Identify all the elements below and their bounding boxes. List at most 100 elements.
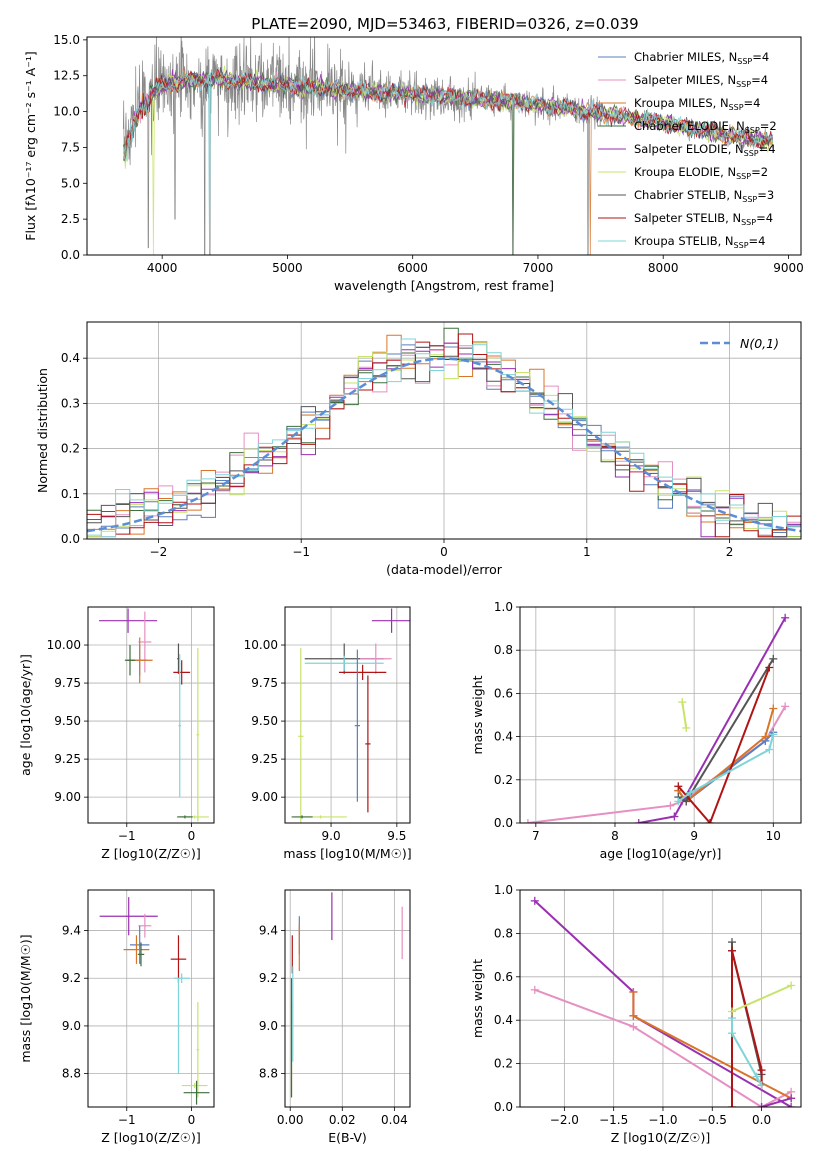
legend-count: =4 bbox=[756, 211, 773, 225]
axes-frame bbox=[284, 606, 411, 824]
point-chabrier-elodie bbox=[291, 815, 313, 819]
weight-marker bbox=[727, 946, 736, 955]
weight-marker bbox=[727, 938, 736, 947]
plot-area-age-z bbox=[98, 608, 209, 822]
axes-frame bbox=[87, 889, 215, 1108]
point-salpeter-elodie bbox=[99, 897, 158, 936]
legend-count: =2 bbox=[760, 119, 777, 133]
point-chabrier-elodie bbox=[177, 815, 193, 819]
point-salpeter-stelib bbox=[338, 664, 387, 681]
y-tick-label: 9.2 bbox=[62, 971, 81, 985]
plot-area-mass-z bbox=[99, 897, 210, 1105]
plot-area-spectrum bbox=[122, 37, 774, 255]
y-tick-label: 0.3 bbox=[61, 396, 80, 410]
point-chabrier-elodie bbox=[124, 645, 136, 676]
y-tick-label: 8.8 bbox=[259, 1067, 278, 1081]
weight-marker bbox=[727, 1103, 736, 1107]
point-salpeter-stelib bbox=[170, 935, 187, 983]
weight-line-0 bbox=[527, 705, 787, 823]
weight-line-4 bbox=[731, 950, 763, 1107]
y-tick-label: 9.0 bbox=[259, 1019, 278, 1033]
x-tick-label: 7000 bbox=[523, 261, 554, 275]
weight-marker bbox=[752, 1072, 761, 1081]
y-tick-label: 9.4 bbox=[62, 924, 81, 938]
x-tick-label: −1 bbox=[118, 829, 136, 843]
y-tick-label: 9.00 bbox=[251, 790, 278, 804]
legend-count: =4 bbox=[752, 50, 769, 64]
x-tick-label: −2 bbox=[150, 545, 168, 559]
x-tick-label: 5000 bbox=[272, 261, 303, 275]
weight-line-1 bbox=[534, 988, 792, 1107]
axes-frame bbox=[86, 36, 802, 256]
x-axis-label: mass [log10(M/M☉)] bbox=[283, 846, 411, 861]
y-tick-label: 0.1 bbox=[61, 487, 80, 501]
point-salpeter-miles bbox=[360, 643, 392, 674]
x-axis-label: age [log10(age/yr)] bbox=[600, 846, 722, 861]
y-tick-label: 0.4 bbox=[61, 351, 80, 365]
y-tick-label: 9.4 bbox=[259, 924, 278, 938]
plot-area-age-mass bbox=[291, 608, 410, 823]
axes-frame bbox=[284, 889, 411, 1108]
y-tick-label: 9.25 bbox=[54, 752, 81, 766]
x-tick-label: 0.00 bbox=[277, 1113, 304, 1127]
y-tick-label: 0.2 bbox=[494, 773, 513, 787]
y-tick-label: 10.0 bbox=[53, 105, 80, 119]
point-salpeter-stelib bbox=[365, 675, 371, 813]
point-chabrier-elodie bbox=[137, 942, 145, 967]
weight-line-5 bbox=[731, 1018, 763, 1086]
legend-count: =4 bbox=[759, 142, 776, 156]
weight-marker bbox=[757, 1103, 766, 1107]
weight-marker bbox=[674, 782, 683, 791]
weight-marker bbox=[787, 1103, 796, 1107]
y-tick-label: 0.2 bbox=[61, 442, 80, 456]
legend-entry: N(0,1) bbox=[740, 336, 779, 351]
point-salpeter-stelib bbox=[173, 660, 191, 685]
axes-frame bbox=[519, 606, 802, 824]
y-axis-label: Flux [fλ10⁻¹⁷ erg cm⁻² s⁻¹ A⁻¹] bbox=[23, 51, 38, 240]
y-tick-label: 0.4 bbox=[494, 730, 513, 744]
spectrum-model-line-8 bbox=[122, 70, 774, 255]
weight-marker bbox=[761, 732, 770, 741]
y-tick-label: 0.0 bbox=[61, 532, 80, 546]
weight-marker bbox=[705, 819, 714, 823]
x-tick-label: 8000 bbox=[648, 261, 679, 275]
weight-marker bbox=[530, 896, 539, 905]
legend-count: =4 bbox=[751, 73, 768, 87]
weight-line-2 bbox=[677, 708, 775, 803]
legend-subscript: SSP bbox=[736, 172, 751, 181]
y-tick-label: 8.8 bbox=[62, 1067, 81, 1081]
y-tick-label: 0.8 bbox=[494, 643, 513, 657]
plot-area-weight-age bbox=[523, 613, 790, 823]
x-axis-label: Z [log10(Z/Z☉)] bbox=[101, 1130, 201, 1145]
x-tick-label: 6000 bbox=[397, 261, 428, 275]
weight-marker bbox=[666, 801, 675, 810]
point-kroupa-miles bbox=[123, 935, 150, 964]
weight-line-7 bbox=[681, 701, 688, 729]
x-tick-label: 4000 bbox=[147, 261, 178, 275]
weight-marker bbox=[523, 819, 532, 823]
point-kroupa-elodie bbox=[196, 1002, 200, 1098]
x-tick-label: 0 bbox=[188, 829, 196, 843]
x-axis-label: wavelength [Angstrom, rest frame] bbox=[334, 278, 554, 293]
x-tick-label: 10 bbox=[766, 829, 781, 843]
weight-marker bbox=[769, 704, 778, 713]
point-kroupa-stelib bbox=[178, 654, 182, 798]
legend-count: =3 bbox=[757, 188, 774, 202]
weight-line-6 bbox=[677, 734, 775, 803]
y-tick-label: 15.0 bbox=[53, 33, 80, 47]
y-axis-label: mass weight bbox=[470, 959, 485, 1038]
axes-frame bbox=[87, 606, 215, 824]
spectrum-model-line-5 bbox=[122, 65, 774, 255]
point-salpeter-elodie bbox=[98, 608, 158, 633]
x-tick-label: 1 bbox=[583, 545, 591, 559]
x-tick-label: 0.0 bbox=[752, 1113, 771, 1127]
y-axis-label: mass [log10(M/M☉)] bbox=[18, 934, 33, 1062]
panel-mass-z: −1 0 8.8 9.0 9.2 9.4 Z [log10(Z/Z☉)] mass [log1… bbox=[18, 889, 215, 1145]
y-tick-label: 0.0 bbox=[494, 816, 513, 830]
weight-marker bbox=[678, 698, 687, 707]
x-tick-label: 9 bbox=[690, 829, 698, 843]
y-tick-label: 0.6 bbox=[494, 970, 513, 984]
weight-marker bbox=[670, 812, 679, 821]
weight-marker bbox=[530, 985, 539, 994]
